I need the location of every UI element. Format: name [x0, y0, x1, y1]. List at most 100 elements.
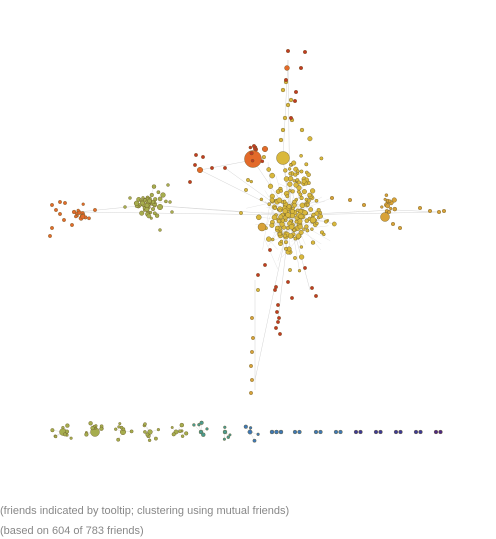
friend-node[interactable]	[262, 145, 269, 152]
friend-node[interactable]	[160, 192, 166, 198]
friend-node[interactable]	[294, 89, 299, 94]
friend-node[interactable]	[149, 192, 154, 198]
friend-node[interactable]	[387, 210, 392, 214]
friend-node[interactable]	[257, 222, 267, 232]
friend-node[interactable]	[65, 423, 70, 428]
friend-node[interactable]	[324, 219, 328, 224]
friend-node[interactable]	[289, 115, 294, 120]
friend-node[interactable]	[151, 207, 155, 212]
friend-node[interactable]	[305, 202, 310, 207]
friend-node[interactable]	[90, 426, 95, 431]
friend-node[interactable]	[157, 196, 163, 202]
friend-node[interactable]	[298, 213, 304, 219]
friend-node[interactable]	[180, 434, 185, 438]
friend-node[interactable]	[248, 145, 253, 150]
friend-node[interactable]	[252, 438, 257, 443]
friend-node[interactable]	[280, 87, 286, 93]
friend-node[interactable]	[290, 296, 294, 300]
friend-node[interactable]	[380, 212, 390, 222]
friend-node[interactable]	[226, 435, 231, 439]
friend-node[interactable]	[259, 197, 264, 202]
friend-node[interactable]	[274, 429, 279, 435]
friend-node[interactable]	[71, 209, 77, 215]
friend-node[interactable]	[283, 168, 288, 173]
friend-node[interactable]	[299, 195, 304, 201]
friend-node[interactable]	[228, 433, 232, 437]
friend-node[interactable]	[134, 200, 140, 206]
friend-node[interactable]	[283, 233, 288, 238]
friend-node[interactable]	[293, 172, 298, 177]
friend-node[interactable]	[299, 65, 304, 70]
friend-network-graph[interactable]	[0, 0, 496, 500]
friend-node[interactable]	[293, 256, 297, 260]
friend-node[interactable]	[288, 97, 294, 103]
friend-node[interactable]	[269, 197, 275, 203]
friend-node[interactable]	[330, 195, 335, 200]
friend-node[interactable]	[296, 169, 300, 173]
friend-node[interactable]	[252, 144, 256, 149]
friend-node[interactable]	[318, 213, 323, 219]
friend-node[interactable]	[193, 163, 197, 167]
friend-node[interactable]	[201, 155, 205, 159]
friend-node[interactable]	[388, 199, 392, 203]
friend-node[interactable]	[156, 428, 160, 432]
friend-node[interactable]	[284, 218, 288, 222]
friend-node[interactable]	[288, 176, 294, 182]
friend-node[interactable]	[151, 184, 157, 189]
friend-node[interactable]	[266, 236, 272, 242]
friend-node[interactable]	[298, 230, 304, 235]
friend-node[interactable]	[358, 429, 363, 435]
friend-node[interactable]	[256, 214, 262, 221]
friend-node[interactable]	[290, 209, 295, 214]
friend-node[interactable]	[69, 436, 73, 440]
friend-node[interactable]	[314, 294, 318, 298]
friend-node[interactable]	[58, 212, 62, 216]
friend-node[interactable]	[362, 202, 367, 207]
friend-node[interactable]	[270, 237, 275, 242]
friend-node[interactable]	[276, 197, 283, 204]
friend-node[interactable]	[292, 429, 298, 435]
friend-node[interactable]	[70, 223, 74, 227]
friend-node[interactable]	[437, 209, 442, 214]
friend-node[interactable]	[143, 422, 147, 426]
friend-node[interactable]	[293, 98, 298, 103]
friend-node[interactable]	[295, 208, 300, 212]
friend-node[interactable]	[319, 156, 324, 161]
friend-node[interactable]	[276, 218, 282, 224]
friend-node[interactable]	[205, 427, 209, 431]
friend-node[interactable]	[63, 432, 67, 437]
friend-node[interactable]	[194, 153, 198, 157]
friend-node[interactable]	[278, 214, 284, 220]
friend-node[interactable]	[291, 160, 297, 166]
friend-node[interactable]	[114, 427, 118, 431]
friend-node[interactable]	[298, 192, 303, 197]
friend-node[interactable]	[199, 420, 204, 425]
friend-node[interactable]	[302, 210, 308, 216]
friend-node[interactable]	[222, 437, 226, 441]
friend-node[interactable]	[331, 221, 337, 227]
friend-node[interactable]	[88, 421, 93, 426]
friend-node[interactable]	[239, 211, 243, 215]
friend-node[interactable]	[338, 429, 343, 435]
friend-node[interactable]	[316, 208, 321, 213]
friend-node[interactable]	[284, 65, 290, 71]
friend-node[interactable]	[391, 197, 397, 203]
friend-node[interactable]	[48, 234, 52, 238]
friend-node[interactable]	[286, 49, 291, 54]
friend-node[interactable]	[156, 190, 161, 195]
friend-node[interactable]	[310, 240, 316, 245]
friend-node[interactable]	[248, 426, 253, 430]
friend-node[interactable]	[348, 197, 353, 202]
friend-node[interactable]	[383, 197, 387, 201]
friend-node[interactable]	[147, 198, 152, 204]
friend-node[interactable]	[249, 364, 253, 368]
friend-node[interactable]	[260, 159, 265, 164]
friend-node[interactable]	[398, 429, 403, 435]
friend-node[interactable]	[140, 200, 145, 206]
friend-node[interactable]	[222, 429, 228, 435]
friend-node[interactable]	[99, 426, 104, 431]
friend-node[interactable]	[283, 246, 288, 251]
friend-node[interactable]	[286, 204, 292, 209]
friend-node[interactable]	[313, 429, 319, 435]
friend-node[interactable]	[280, 127, 286, 133]
